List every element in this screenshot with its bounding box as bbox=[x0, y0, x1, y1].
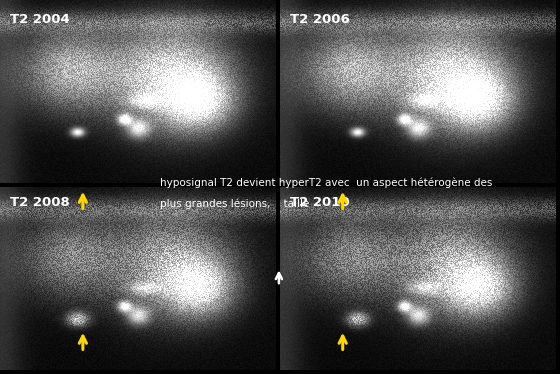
Text: hyposignal T2 devient hyperT2 avec  un aspect hétérogène des: hyposignal T2 devient hyperT2 avec un as… bbox=[160, 178, 492, 188]
Text: T2 2010: T2 2010 bbox=[290, 196, 349, 209]
Text: T2 2008: T2 2008 bbox=[10, 196, 70, 209]
Text: T2 2006: T2 2006 bbox=[290, 13, 350, 26]
Text: plus grandes lésions,    taille: plus grandes lésions, taille bbox=[160, 198, 309, 209]
Text: T2 2004: T2 2004 bbox=[10, 13, 70, 26]
